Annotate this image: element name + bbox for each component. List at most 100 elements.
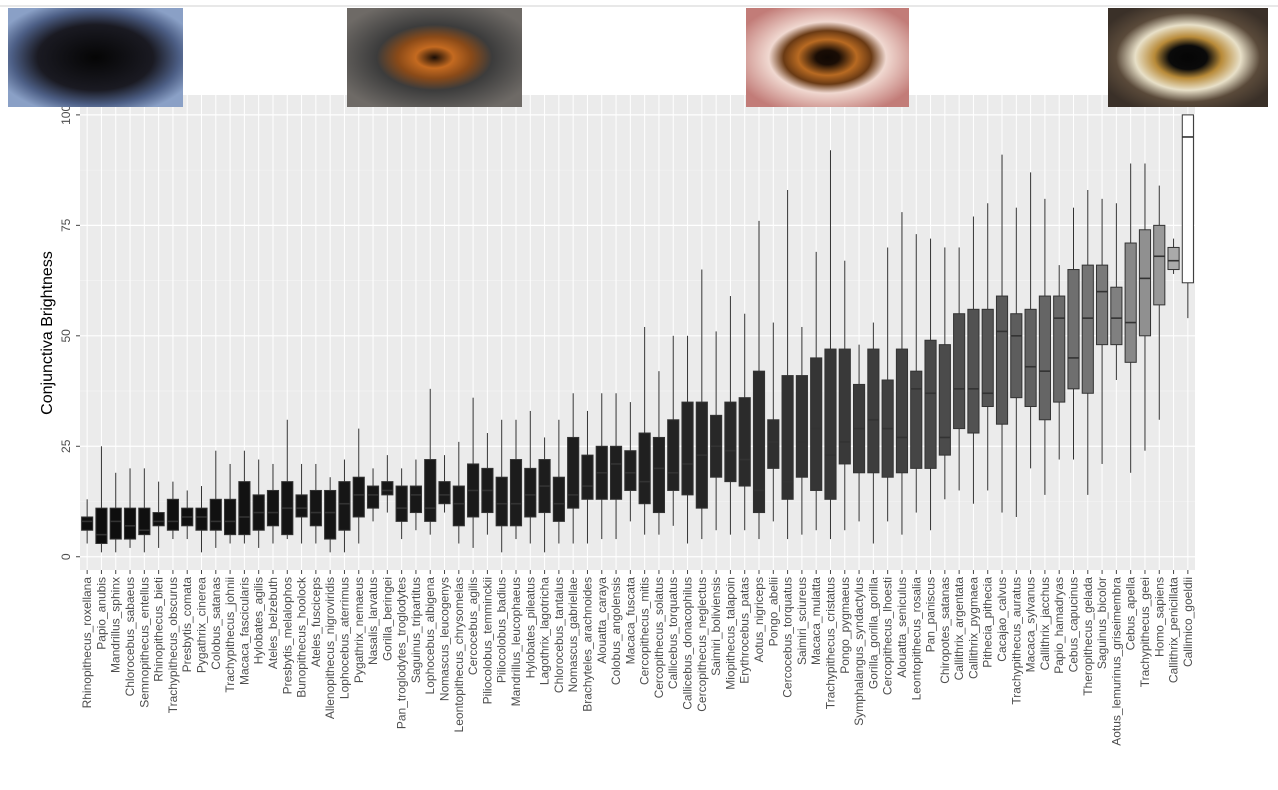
x-tick-label: Theropithecus_gelada — [1081, 577, 1095, 696]
x-tick-label: Nomascus_gabriellae — [566, 577, 580, 693]
box — [1053, 295, 1066, 403]
x-tick-label: Papio_anubis — [94, 577, 108, 650]
x-tick-label: Callimico_goeldii — [1181, 577, 1195, 667]
box — [1138, 229, 1152, 337]
box — [995, 295, 1009, 425]
box — [438, 481, 451, 505]
x-tick-label: Presbytis_comata — [180, 577, 194, 673]
y-tick-label: 50 — [59, 329, 73, 343]
x-tick-label: Saguinus_bicolor — [1095, 577, 1109, 669]
x-tick-label: Mandrillus_leucophaeus — [509, 577, 523, 706]
x-tick-label: Saguinus_tripartitus — [409, 577, 423, 683]
x-tick-label: Leontopithecus_rosalia — [909, 577, 923, 701]
eye-photo — [1108, 8, 1268, 107]
x-tick-label: Chlorocebus_tantalus — [552, 577, 566, 693]
x-tick-label: Bunopithecus_hoolock — [295, 576, 309, 698]
y-tick-label: 100 — [59, 105, 73, 125]
x-tick-label: Homo_sapiens — [1152, 577, 1166, 657]
box — [767, 419, 780, 469]
x-tick-label: Cercopithecus_solatus — [652, 577, 666, 698]
box — [1067, 269, 1080, 390]
box — [910, 370, 923, 469]
x-tick-label: Cercocebus_torquatus — [781, 577, 795, 698]
x-tick-label: Allenopithecus_nigroviridis — [323, 577, 337, 719]
x-tick-label: Hylobates_pileatus — [523, 577, 537, 678]
plot-background — [80, 95, 1195, 570]
box — [609, 445, 623, 500]
x-tick-label: Callithrix_jacchus — [1038, 577, 1052, 670]
x-tick-label: Trachypithecus_johnii — [223, 577, 237, 693]
x-tick-label: Chiropotes_satanas — [938, 577, 952, 684]
y-tick-label: 75 — [59, 218, 73, 232]
eye-photo — [347, 8, 522, 107]
x-tick-label: Pithecia_pithecia — [981, 577, 995, 668]
x-tick-label: Cercocebus_agilis — [466, 577, 480, 675]
eye-photo — [8, 8, 183, 107]
x-tick-label: Trachypithecus_obscurus — [166, 577, 180, 713]
x-tick-label: Callithrix_penicillata — [1167, 577, 1181, 683]
box — [638, 432, 651, 505]
box — [1167, 246, 1180, 271]
x-tick-label: Callithrix_argentata — [952, 577, 966, 681]
x-tick-label: Cebus_capucinus — [1066, 577, 1080, 672]
x-tick-label: Cacajao_calvus — [995, 577, 1009, 662]
box — [209, 498, 222, 531]
box — [352, 476, 365, 518]
box — [552, 476, 565, 522]
x-tick-label: Callicebus_donacophilus — [681, 577, 695, 710]
box — [781, 375, 794, 500]
box — [95, 507, 108, 544]
box — [624, 450, 637, 491]
box — [366, 485, 380, 509]
x-tick-label: Callicebus_torquatus — [666, 577, 680, 689]
box — [409, 485, 423, 514]
y-tick-label: 0 — [59, 553, 73, 560]
box — [381, 481, 394, 496]
x-tick-label: Pygathrix_cinerea — [195, 577, 209, 673]
box — [652, 436, 666, 514]
x-tick-label: Erythrocebus_patas — [738, 577, 752, 684]
x-tick-label: Ateles_fusciceps — [309, 577, 323, 667]
x-tick-label: Macaca_fascicularis — [237, 577, 251, 685]
x-tick-label: Macaca_fuscata — [623, 577, 637, 665]
x-tick-label: Gorilla_beringei — [380, 577, 394, 661]
x-tick-label: Rhinopithecus_bieti — [152, 577, 166, 682]
box — [338, 481, 351, 531]
x-tick-label: Gorilla_gorilla_gorilla — [866, 577, 880, 689]
x-tick-label: Miopithecus_talapoin — [723, 577, 737, 690]
x-tick-label: Cebus_apella — [1124, 577, 1138, 651]
x-tick-label: Pan_troglodytes_troglodytes — [395, 577, 409, 729]
x-tick-label: Macaca_mulatta — [809, 577, 823, 665]
box — [924, 339, 937, 469]
box — [724, 401, 737, 483]
box — [981, 308, 994, 408]
box — [824, 348, 837, 500]
box — [524, 467, 537, 518]
x-tick-label: Alouatta_caraya — [595, 577, 609, 664]
box — [324, 489, 337, 540]
x-tick-label: Cercopithecus_lhoesti — [881, 577, 895, 695]
x-tick-label: Pongo_abelii — [766, 577, 780, 646]
box — [81, 516, 94, 531]
box — [109, 507, 122, 540]
x-tick-label: Cercopithecus_mitis — [638, 577, 652, 685]
x-tick-label: Symphalangus_syndactylus — [852, 577, 866, 726]
x-tick-label: Trachypithecus_auratus — [1009, 577, 1023, 705]
box — [1081, 264, 1094, 394]
x-tick-label: Cercopithecus_neglectus — [695, 577, 709, 712]
box — [867, 348, 880, 474]
x-tick-label: Mandrillus_sphinx — [109, 577, 123, 673]
box — [1181, 114, 1194, 284]
box — [953, 313, 966, 430]
box — [838, 348, 851, 465]
x-tick-label: Lophocebus_albigena — [423, 577, 437, 695]
x-tick-label: Alouatta_seniculus — [895, 577, 909, 678]
box — [895, 348, 909, 474]
box — [752, 370, 766, 514]
box — [795, 375, 808, 478]
box — [309, 489, 322, 527]
box — [509, 459, 523, 527]
eye-photo — [746, 8, 909, 107]
